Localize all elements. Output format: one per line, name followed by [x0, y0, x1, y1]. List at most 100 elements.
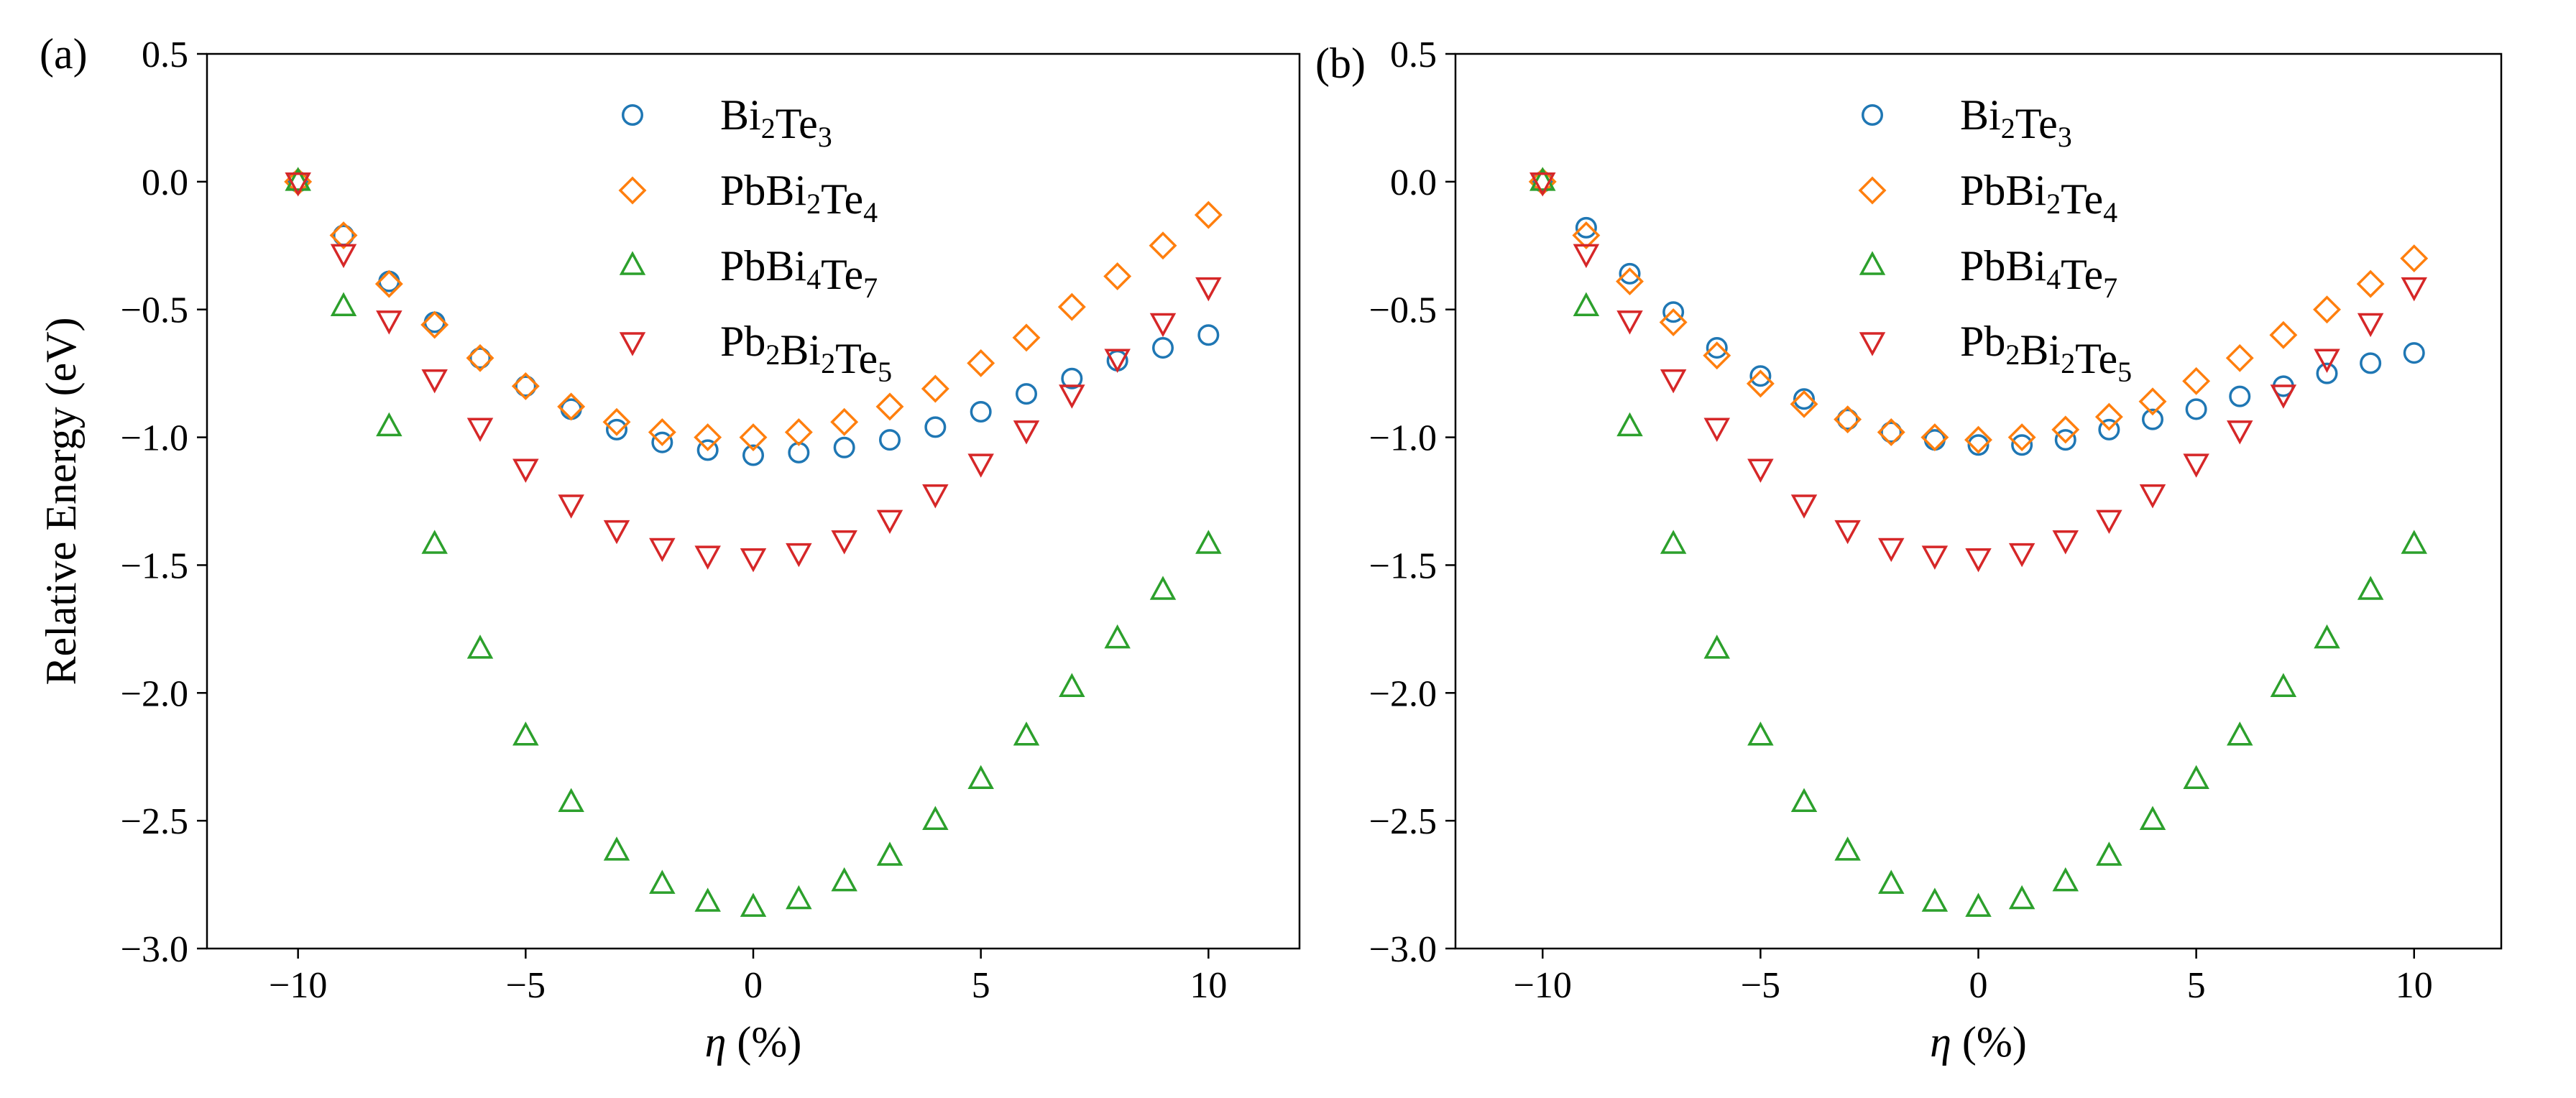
data-point	[830, 407, 859, 436]
data-point	[786, 543, 812, 568]
data-point	[2138, 387, 2167, 416]
data-point	[694, 887, 721, 912]
data-point	[1834, 836, 1861, 861]
data-point	[2052, 867, 2079, 892]
data-point	[2314, 624, 2340, 649]
y-tick-label: −0.5	[1369, 290, 1437, 331]
data-point	[831, 530, 857, 555]
data-point	[922, 806, 949, 830]
data-point	[330, 292, 357, 316]
data-point	[2357, 313, 2384, 338]
data-point	[2229, 385, 2251, 407]
data-point	[696, 439, 719, 461]
data-point	[1964, 425, 1992, 454]
data-point	[511, 372, 540, 400]
data-point	[876, 509, 903, 535]
legend-label: PbBi4Te7	[1960, 242, 2117, 304]
data-point	[2270, 673, 2297, 697]
data-point	[921, 374, 949, 403]
x-tick-label: −5	[506, 965, 546, 1006]
data-point	[1967, 434, 1990, 456]
data-point	[833, 436, 855, 458]
data-point	[2011, 434, 2033, 456]
data-point	[1965, 548, 1992, 573]
legend-marker	[1858, 176, 1887, 205]
y-tick-label: 0.0	[1390, 162, 1437, 203]
data-point	[2227, 420, 2253, 445]
x-axis-symbol: η	[1930, 1018, 1951, 1066]
data-point	[739, 423, 768, 452]
data-point	[2313, 295, 2341, 324]
series-Bi2Te3	[1532, 170, 2425, 456]
data-point	[1660, 530, 1687, 554]
data-point	[876, 841, 903, 866]
y-tick-label: −0.5	[121, 290, 188, 331]
data-point	[967, 349, 995, 377]
data-point	[466, 343, 494, 372]
y-tick-label: −2.5	[1369, 801, 1437, 842]
data-point	[2098, 418, 2120, 440]
data-point	[924, 416, 947, 438]
data-point	[374, 269, 403, 298]
data-point	[1149, 313, 1177, 338]
data-point	[466, 635, 494, 659]
data-point	[2401, 530, 2427, 554]
data-point	[1149, 231, 1177, 260]
y-tick-label: −3.0	[1369, 929, 1437, 970]
series-Pb2Bi2Te5	[1530, 172, 2427, 573]
x-tick-label: 0	[1969, 965, 1988, 1006]
data-point	[1530, 172, 1556, 197]
y-tick-label: −2.0	[1369, 673, 1437, 714]
data-point	[2096, 509, 2122, 535]
data-point	[1660, 369, 1687, 394]
data-point	[285, 172, 311, 197]
data-point	[648, 417, 676, 446]
data-point	[420, 310, 449, 339]
legend: Bi2Te3 PbBi2Te4 PbBi4Te7 Pb2Bi2Te5	[618, 91, 892, 388]
data-point	[2139, 484, 2166, 509]
data-point	[1920, 423, 1949, 452]
x-axis-unit: (%)	[726, 1018, 801, 1066]
panel-a: −10 −5 0 5 10 0.5 0.0 −0.5 −1.0 −1.5 −2.0 −2.5 −3.0 η…	[37, 30, 1301, 1066]
y-tick-label: −1.5	[121, 545, 188, 586]
data-point	[1790, 494, 1818, 519]
data-point	[2360, 352, 2382, 374]
x-tick-label: −5	[1741, 965, 1780, 1006]
legend-label: PbBi2Te4	[720, 167, 878, 229]
legend-label: PbBi2Te4	[1960, 167, 2117, 229]
data-point	[1572, 221, 1601, 250]
data-point	[2269, 320, 2298, 349]
data-point	[1015, 383, 1038, 405]
data-point	[967, 453, 994, 478]
x-tick-label: −10	[1514, 965, 1572, 1006]
data-point	[603, 520, 630, 545]
data-point	[2227, 721, 2253, 746]
data-point	[2400, 244, 2429, 273]
data-point	[2403, 342, 2425, 364]
data-point	[1703, 341, 1731, 370]
y-tick-label: −2.5	[121, 801, 188, 842]
data-point	[512, 458, 539, 483]
data-point	[2357, 576, 2384, 600]
panel-b: −10 −5 0 5 10 0.5 0.0 −0.5 −1.0 −1.5 −2.0 −2.5 −3.0 η…	[1315, 34, 2503, 1066]
x-tick-label: 10	[1190, 965, 1227, 1006]
data-point	[557, 392, 586, 421]
legend-marker	[1861, 103, 1884, 126]
legend-label: Bi2Te3	[720, 91, 832, 153]
data-point	[1836, 408, 1859, 430]
data-point	[1061, 367, 1083, 389]
data-point	[1790, 788, 1818, 813]
data-point	[1059, 384, 1085, 409]
data-point	[1103, 262, 1132, 290]
x-tick-label: 10	[2396, 965, 2433, 1006]
data-point	[2008, 885, 2036, 910]
data-point	[329, 221, 358, 250]
data-point	[1012, 323, 1041, 352]
data-point	[1921, 887, 1949, 912]
data-point	[421, 530, 448, 554]
data-point	[287, 170, 309, 193]
data-point	[2270, 384, 2297, 409]
data-point	[558, 494, 584, 519]
data-point	[2052, 530, 2079, 555]
